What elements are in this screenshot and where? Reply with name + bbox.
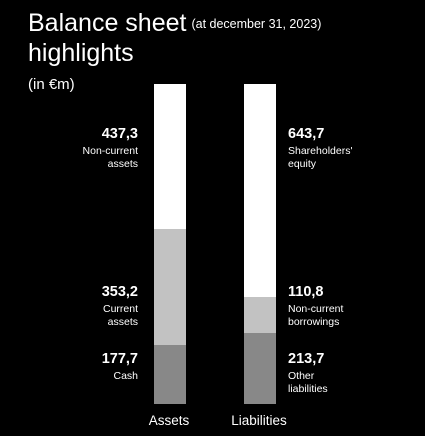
liabilities-segment-2 <box>244 84 276 297</box>
assets-segment-label-0: 177,7 Cash <box>102 351 138 383</box>
liabilities-segment-label-1: 110,8 Non-current borrowings <box>288 284 343 329</box>
segment-description: Current assets <box>102 303 138 328</box>
segment-value: 437,3 <box>101 126 138 142</box>
segment-description: Other liabilities <box>288 370 328 395</box>
segment-value: 643,7 <box>288 126 325 142</box>
unit-label: (in €m) <box>28 76 75 93</box>
liabilities-segment-label-2: 643,7 Shareholders' equity <box>288 126 352 171</box>
assets-segment-label-2: 437,3 Non-current assets <box>83 126 138 171</box>
x-tick-liabilities: Liabilities <box>231 413 287 428</box>
segment-value: 213,7 <box>288 351 325 367</box>
segment-description: Cash <box>113 370 138 382</box>
x-tick-assets: Assets <box>148 413 190 428</box>
assets-segment-2 <box>154 84 186 229</box>
assets-segment-1 <box>154 228 186 346</box>
segment-description: Non-current assets <box>82 145 138 170</box>
liabilities-segment-0 <box>244 333 276 404</box>
chart-subtitle: (at december 31, 2023) <box>191 17 322 31</box>
segment-value: 353,2 <box>101 284 138 300</box>
liabilities-segment-label-0: 213,7 Other liabilities <box>288 351 328 396</box>
segment-description: Shareholders' equity <box>288 145 353 170</box>
segment-value: 110,8 <box>288 284 324 300</box>
segment-value: 177,7 <box>101 351 138 367</box>
liabilities-segment-1 <box>244 296 276 334</box>
title-line-2: highlights <box>28 39 134 67</box>
chart-title: Balance sheet (at december 31, 2023) <box>28 7 321 40</box>
assets-segment-0 <box>154 345 186 404</box>
segment-description: Non-current borrowings <box>288 303 344 328</box>
assets-segment-label-1: 353,2 Current assets <box>102 284 138 329</box>
title-text: Balance sheet <box>28 9 187 37</box>
